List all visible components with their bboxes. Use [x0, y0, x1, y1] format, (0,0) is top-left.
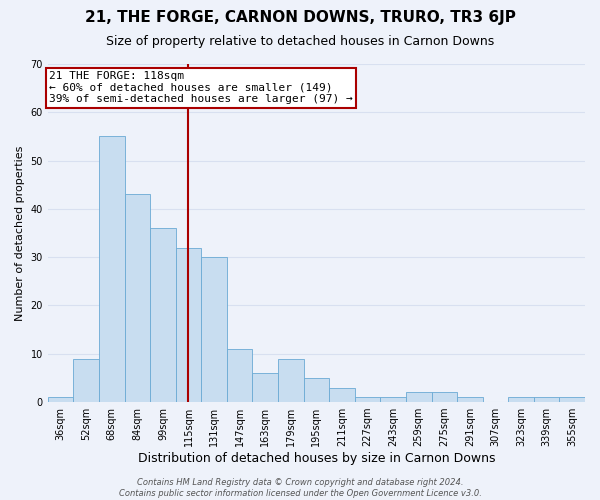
- Bar: [380, 398, 406, 402]
- Bar: [457, 398, 482, 402]
- Bar: [304, 378, 329, 402]
- Bar: [125, 194, 150, 402]
- Bar: [406, 392, 431, 402]
- Bar: [201, 257, 227, 402]
- Bar: [253, 373, 278, 402]
- Bar: [48, 398, 73, 402]
- Bar: [150, 228, 176, 402]
- Bar: [534, 398, 559, 402]
- Bar: [227, 349, 253, 402]
- Bar: [329, 388, 355, 402]
- Text: 21 THE FORGE: 118sqm
← 60% of detached houses are smaller (149)
39% of semi-deta: 21 THE FORGE: 118sqm ← 60% of detached h…: [49, 71, 353, 104]
- X-axis label: Distribution of detached houses by size in Carnon Downs: Distribution of detached houses by size …: [137, 452, 495, 465]
- Text: 21, THE FORGE, CARNON DOWNS, TRURO, TR3 6JP: 21, THE FORGE, CARNON DOWNS, TRURO, TR3 …: [85, 10, 515, 25]
- Text: Contains HM Land Registry data © Crown copyright and database right 2024.
Contai: Contains HM Land Registry data © Crown c…: [119, 478, 481, 498]
- Bar: [73, 358, 99, 402]
- Bar: [431, 392, 457, 402]
- Bar: [278, 358, 304, 402]
- Bar: [99, 136, 125, 402]
- Text: Size of property relative to detached houses in Carnon Downs: Size of property relative to detached ho…: [106, 35, 494, 48]
- Bar: [559, 398, 585, 402]
- Bar: [176, 248, 201, 402]
- Bar: [355, 398, 380, 402]
- Y-axis label: Number of detached properties: Number of detached properties: [15, 146, 25, 320]
- Bar: [508, 398, 534, 402]
